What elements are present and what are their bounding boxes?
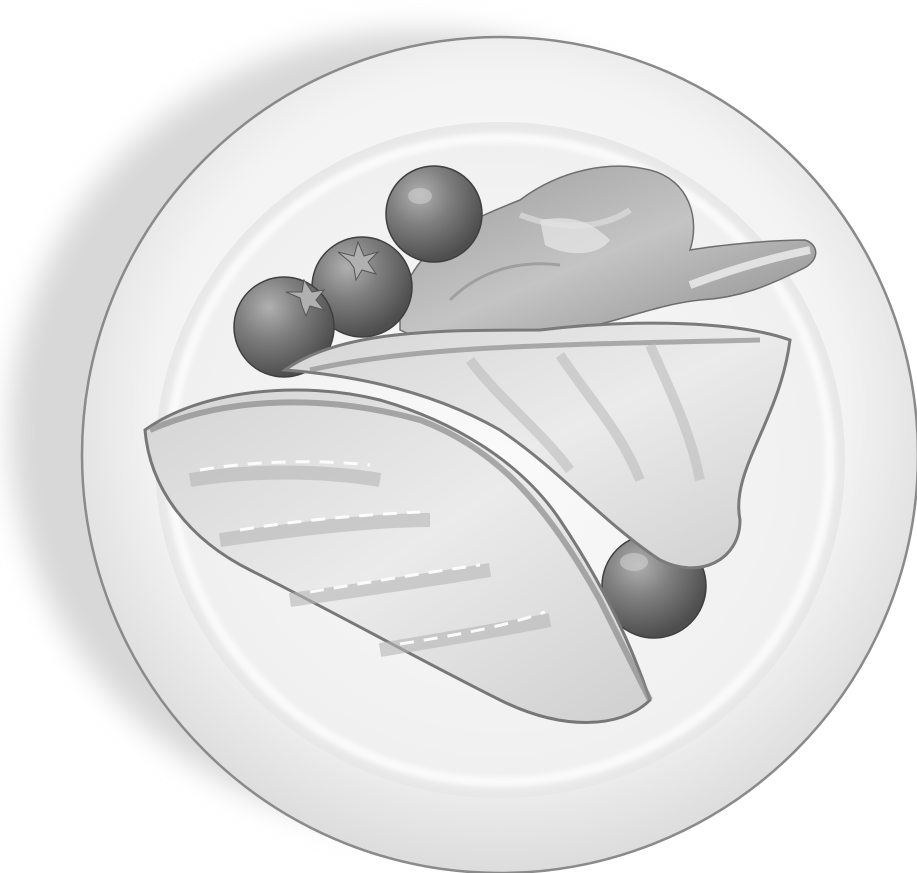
chicken-breast-back (280, 321, 792, 570)
tomato-highlight (408, 188, 432, 204)
lettuce (399, 165, 817, 341)
grill-mark (289, 563, 492, 607)
tomato-stem (337, 240, 380, 282)
tomato-highlight (620, 553, 648, 571)
tomato-stem (285, 278, 326, 318)
grill-mark (188, 465, 382, 487)
chicken-breast-front (143, 388, 653, 724)
tomato-top (385, 165, 483, 263)
grill-mark (378, 613, 552, 657)
grill-mark (219, 513, 431, 547)
